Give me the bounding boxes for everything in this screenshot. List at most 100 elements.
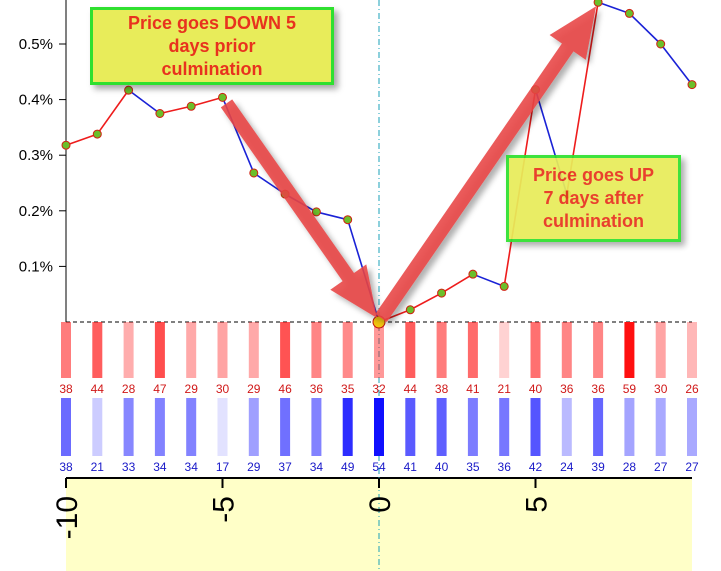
note-line: 7 days after: [543, 188, 644, 208]
blue-count-bar: [655, 398, 666, 456]
blue-count-label: 24: [560, 460, 574, 474]
blue-count-bar: [248, 398, 259, 456]
blue-count-label: 34: [153, 460, 167, 474]
blue-count-bar: [374, 398, 384, 456]
data-point: [311, 207, 321, 217]
red-count-bar: [624, 322, 635, 378]
blue-count-bar: [499, 398, 510, 456]
blue-count-bar: [217, 398, 228, 456]
blue-count-bar: [624, 398, 635, 456]
blue-count-label: 34: [185, 460, 199, 474]
red-count-bar: [467, 322, 478, 378]
blue-count-label: 54: [372, 460, 386, 474]
x-tick-label: 5: [521, 496, 554, 513]
red-count-label: 21: [498, 382, 512, 396]
data-point: [468, 269, 478, 279]
red-count-bar: [186, 322, 197, 378]
data-point: [61, 140, 71, 150]
blue-count-bar: [593, 398, 604, 456]
red-count-bar: [593, 322, 604, 378]
data-point: [656, 39, 666, 49]
data-point: [92, 129, 102, 139]
red-count-bar: [499, 322, 510, 378]
blue-count-label: 36: [498, 460, 512, 474]
red-count-label: 30: [654, 382, 668, 396]
red-count-bar: [123, 322, 134, 378]
red-count-bar: [342, 322, 353, 378]
note-line: culmination: [161, 58, 263, 79]
red-count-bar: [561, 322, 572, 378]
blue-count-label: 17: [216, 460, 230, 474]
blue-count-bar: [92, 398, 103, 456]
falling-segment: [128, 89, 161, 115]
blue-count-label: 21: [91, 460, 105, 474]
red-count-label: 44: [404, 382, 418, 396]
y-tick-label: 0.5%: [19, 36, 53, 53]
falling-segment: [628, 12, 662, 45]
red-count-bar: [248, 322, 259, 378]
red-count-label: 32: [372, 382, 386, 396]
price-up-note: Price goes UP 7 days after culmination: [506, 155, 681, 242]
red-count-bar: [687, 322, 697, 378]
blue-count-label: 40: [435, 460, 449, 474]
blue-count-bar: [280, 398, 291, 456]
red-count-label: 36: [591, 382, 605, 396]
y-tick-label: 0.1%: [19, 258, 53, 275]
blue-count-bar: [154, 398, 165, 456]
red-count-label: 47: [153, 382, 167, 396]
red-count-bar: [92, 322, 103, 378]
red-count-label: 29: [247, 382, 261, 396]
blue-count-bar: [186, 398, 197, 456]
red-count-label: 36: [560, 382, 574, 396]
data-point: [124, 85, 134, 95]
rising-segment: [65, 133, 98, 146]
data-point: [437, 288, 447, 298]
red-count-bar: [530, 322, 541, 378]
red-count-label: 41: [466, 382, 480, 396]
red-count-bar: [374, 322, 384, 378]
blue-count-bar: [687, 398, 697, 456]
blue-count-label: 29: [247, 460, 261, 474]
red-count-label: 35: [341, 382, 355, 396]
up-arrow: [375, 6, 597, 323]
red-count-label: 44: [91, 382, 105, 396]
blue-count-bar: [436, 398, 447, 456]
rising-segment: [96, 89, 130, 135]
blue-count-label: 37: [278, 460, 292, 474]
price-down-note: Price goes DOWN 5 days prior culmination: [90, 7, 334, 85]
blue-count-bar: [342, 398, 353, 456]
blue-count-label: 28: [623, 460, 637, 474]
down-arrow: [220, 99, 377, 319]
note-line: days prior: [168, 35, 256, 56]
y-tick-label: 0.4%: [19, 92, 53, 109]
red-count-bar: [154, 322, 165, 378]
blue-count-bar: [467, 398, 478, 456]
falling-segment: [472, 273, 505, 288]
data-point: [405, 305, 415, 315]
blue-count-label: 42: [529, 460, 543, 474]
red-count-label: 29: [185, 382, 199, 396]
red-count-label: 46: [278, 382, 292, 396]
x-tick-label: -5: [208, 496, 241, 523]
red-count-label: 40: [529, 382, 543, 396]
blue-count-bar: [405, 398, 416, 456]
data-point: [186, 101, 196, 111]
red-count-bar: [280, 322, 291, 378]
blue-count-label: 38: [59, 460, 73, 474]
data-point: [218, 92, 227, 102]
blue-count-bar: [123, 398, 134, 456]
blue-count-label: 34: [310, 460, 324, 474]
red-count-label: 38: [435, 382, 449, 396]
blue-count-label: 49: [341, 460, 355, 474]
y-tick-label: 0.3%: [19, 147, 53, 164]
rising-segment: [441, 273, 474, 294]
data-point: [155, 109, 165, 118]
data-point: [687, 80, 697, 90]
red-count-bar: [61, 322, 71, 378]
blue-count-label: 41: [404, 460, 418, 474]
note-line: Price goes DOWN 5: [127, 12, 297, 33]
note-line: Price goes UP: [532, 165, 655, 185]
blue-count-bar: [61, 398, 71, 456]
